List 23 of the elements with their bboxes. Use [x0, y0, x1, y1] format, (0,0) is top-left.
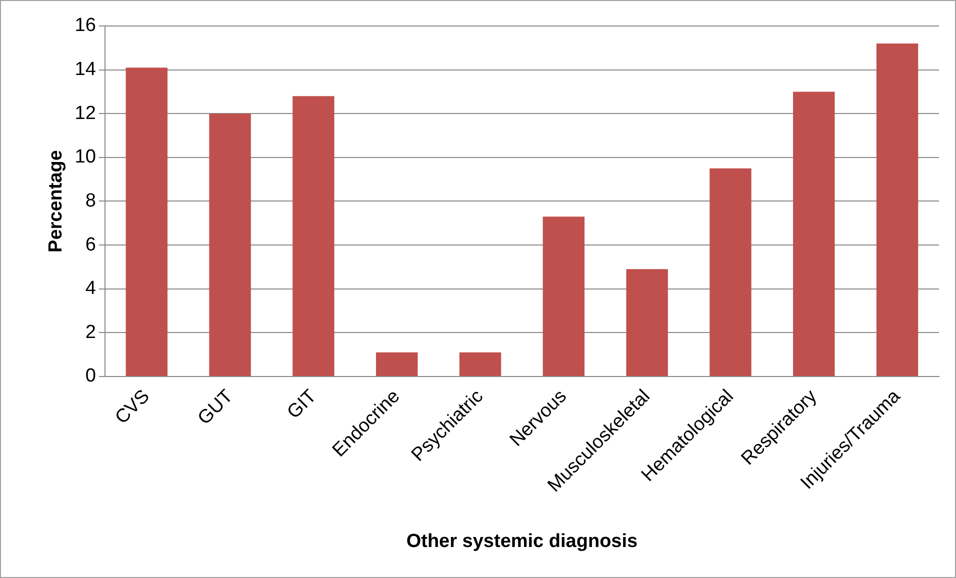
y-tick-label: 12: [74, 102, 96, 124]
x-tick-label: GIT: [283, 386, 321, 424]
bar: [376, 352, 418, 376]
y-tick-label: 2: [85, 322, 96, 343]
bar: [626, 269, 668, 376]
bar: [126, 68, 168, 376]
bar: [793, 92, 835, 376]
y-tick-label: 10: [74, 146, 96, 168]
x-axis-title: Other systemic diagnosis: [406, 530, 638, 552]
bar: [542, 216, 585, 376]
y-tick-label: 0: [85, 366, 96, 387]
y-axis-title: Percentage: [46, 150, 67, 252]
y-tick-label: 6: [85, 234, 96, 256]
bar: [459, 352, 502, 376]
y-tick-label: 16: [74, 15, 96, 36]
y-tick-label: 4: [85, 278, 96, 300]
y-tick-label: 8: [85, 190, 96, 212]
bar: [876, 44, 918, 376]
x-tick-label: CVS: [111, 386, 154, 428]
bar: [710, 168, 752, 376]
bar: [209, 114, 251, 376]
bar: [292, 96, 334, 376]
y-tick-label: 14: [74, 59, 96, 80]
